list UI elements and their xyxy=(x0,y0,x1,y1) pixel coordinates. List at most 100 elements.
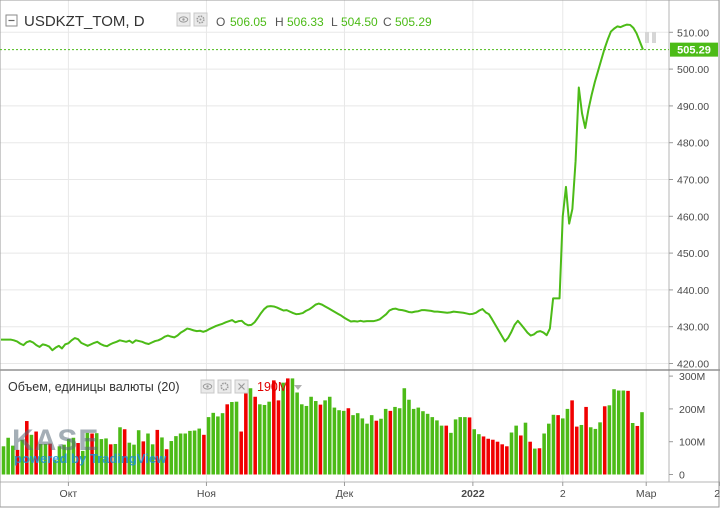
volume-bar xyxy=(122,429,127,475)
volume-bar xyxy=(118,427,122,475)
volume-bar xyxy=(533,448,537,475)
volume-bar xyxy=(113,444,118,475)
volume-bar xyxy=(505,446,509,475)
volume-bar xyxy=(225,404,229,475)
volume-axis[interactable]: 0 100M 200M 300M xyxy=(669,371,705,482)
volume-bar xyxy=(397,408,402,475)
volume-bar xyxy=(318,404,323,475)
volume-bar xyxy=(472,429,476,475)
volume-bar xyxy=(183,433,188,475)
volume-bar xyxy=(528,441,532,475)
volume-bar xyxy=(267,401,271,475)
volume-bar xyxy=(602,406,607,475)
volume-bar xyxy=(108,444,113,475)
volume-bar xyxy=(104,438,108,475)
volume-bar xyxy=(1,446,6,475)
volume-bar xyxy=(337,410,341,475)
price-tick-label: 490.00 xyxy=(677,101,709,113)
volume-bar xyxy=(584,406,588,475)
settings-icon[interactable] xyxy=(193,12,208,27)
volume-bar xyxy=(514,425,518,475)
volume-current-value: 190M xyxy=(257,380,288,394)
price-tick-label: 440.00 xyxy=(677,285,709,297)
volume-bar xyxy=(90,433,94,475)
volume-eye-icon[interactable] xyxy=(200,379,215,394)
volume-bar xyxy=(6,437,10,475)
volume-bar xyxy=(640,412,644,475)
price-tick-label: 500.00 xyxy=(677,64,709,76)
volume-bar xyxy=(491,439,495,475)
volume-bar xyxy=(430,417,435,475)
volume-bar xyxy=(635,425,640,475)
price-tick-label: 460.00 xyxy=(677,211,709,223)
time-tick-label: 2022 xyxy=(461,488,485,500)
volume-bar xyxy=(486,438,490,475)
volume-bar xyxy=(127,442,132,475)
volume-bar xyxy=(588,427,593,475)
price-series-line[interactable] xyxy=(1,23,644,352)
volume-bar xyxy=(360,418,365,475)
volume-close-icon[interactable] xyxy=(234,379,249,394)
volume-bar xyxy=(52,460,57,475)
volume-bar xyxy=(300,404,304,475)
volume-bar xyxy=(244,390,248,475)
volume-bar xyxy=(579,424,584,475)
time-tick-label: Окт xyxy=(60,488,78,500)
time-tick-label: 2 xyxy=(560,488,566,500)
price-tick-label: 420.00 xyxy=(677,359,709,371)
time-axis[interactable]: Окт Ноя Дек 2022 2 Мар 24 xyxy=(60,482,720,500)
price-tick-label: 450.00 xyxy=(677,248,709,260)
volume-bar xyxy=(612,389,616,475)
volume-bar xyxy=(276,400,281,475)
volume-tick-label: 300M xyxy=(679,371,705,383)
scale-handle-icon[interactable] xyxy=(645,32,656,43)
volume-tick-label: 200M xyxy=(679,404,705,416)
volume-bar xyxy=(388,410,393,475)
volume-bar xyxy=(281,382,285,475)
volume-bar xyxy=(421,411,425,475)
volume-bar xyxy=(206,417,211,475)
volume-bar xyxy=(407,399,411,475)
volume-settings-icon[interactable] xyxy=(217,379,232,394)
time-tick-label: Дек xyxy=(336,488,354,500)
volume-bar xyxy=(160,437,164,475)
volume-bar xyxy=(416,407,421,475)
volume-bar xyxy=(323,400,327,475)
price-tick-label: 480.00 xyxy=(677,138,709,150)
volume-dropdown-icon[interactable] xyxy=(294,385,302,390)
eye-icon[interactable] xyxy=(176,12,191,27)
collapse-icon[interactable] xyxy=(5,14,18,27)
volume-bar xyxy=(220,413,225,475)
volume-bar xyxy=(192,430,197,475)
close-value: 505.29 xyxy=(395,15,432,29)
price-plot[interactable] xyxy=(1,23,644,352)
volume-bar xyxy=(66,439,71,475)
volume-bar xyxy=(94,433,99,475)
volume-bar xyxy=(262,404,267,475)
price-axis[interactable]: 420.00 430.00 440.00 450.00 460.00 470.00 480.… xyxy=(669,27,709,371)
price-tick-label: 470.00 xyxy=(677,175,709,187)
volume-bar xyxy=(598,422,602,475)
volume-bar xyxy=(621,390,626,475)
volume-bar xyxy=(444,425,449,475)
volume-bar xyxy=(202,434,206,475)
volume-bar xyxy=(607,405,612,475)
header-legend: USDKZT_TOM, D O 506.05 H 506.33 L 504.50… xyxy=(5,12,432,30)
volume-bar xyxy=(71,437,76,475)
volume-bar xyxy=(365,423,369,475)
volume-bar xyxy=(174,436,178,475)
volume-bar xyxy=(574,426,579,475)
symbol-title[interactable]: USDKZT_TOM, D xyxy=(24,13,145,30)
volume-bar xyxy=(304,405,309,475)
volume-bar xyxy=(43,444,48,475)
volume-bar xyxy=(449,432,453,475)
volume-bar xyxy=(393,406,397,475)
price-grid xyxy=(0,0,720,482)
volume-bar xyxy=(272,380,276,475)
volume-bar xyxy=(523,422,528,475)
volume-plot[interactable] xyxy=(1,378,644,475)
volume-bar xyxy=(402,388,407,475)
price-tick-label: 430.00 xyxy=(677,322,709,334)
